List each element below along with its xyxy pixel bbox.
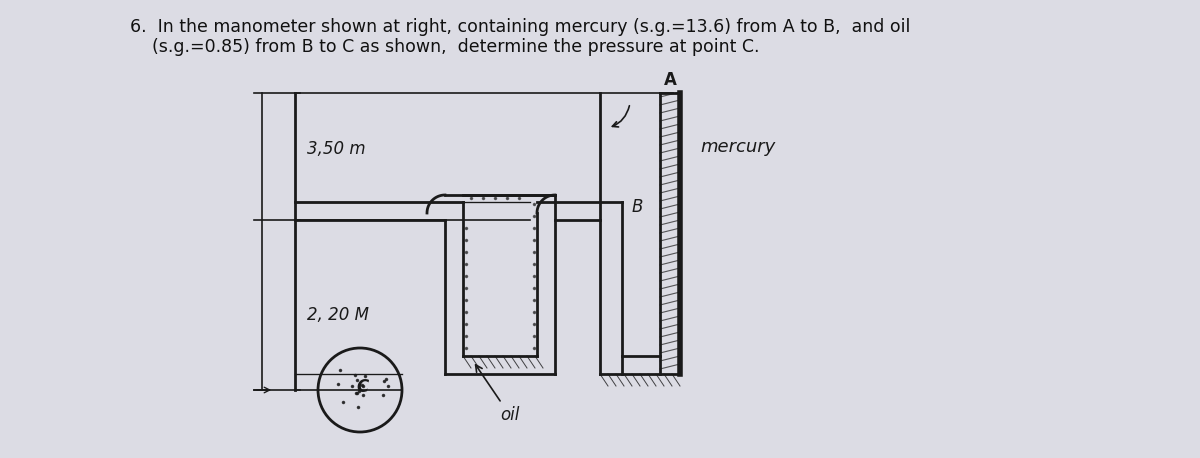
Text: B: B (632, 198, 643, 216)
Text: 6.  In the manometer shown at right, containing mercury (s.g.=13.6) from A to B,: 6. In the manometer shown at right, cont… (130, 18, 911, 36)
Text: (s.g.=0.85) from B to C as shown,  determine the pressure at point C.: (s.g.=0.85) from B to C as shown, determ… (130, 38, 760, 56)
Text: 2, 20 M: 2, 20 M (307, 306, 370, 324)
Text: C: C (356, 378, 370, 396)
Text: 3,50 m: 3,50 m (307, 140, 366, 158)
Text: mercury: mercury (700, 137, 775, 156)
Text: oil: oil (475, 365, 520, 424)
Text: A: A (664, 71, 677, 89)
